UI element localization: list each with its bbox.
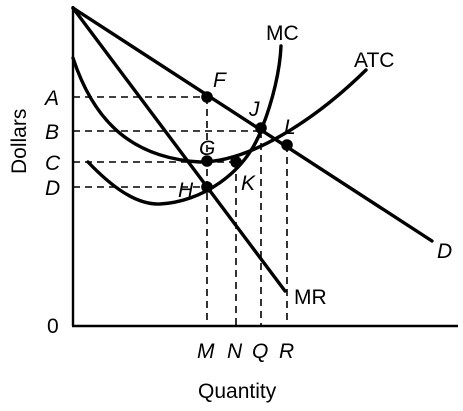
y-axis-title: Dollars — [8, 109, 31, 174]
point-f — [201, 91, 213, 103]
label-origin: 0 — [47, 315, 59, 338]
label-qty-q: Q — [252, 340, 268, 363]
label-price-d: D — [45, 177, 60, 200]
label-demand-curve: D — [437, 240, 452, 263]
label-point-j: J — [248, 98, 260, 121]
demand-curve — [71, 6, 434, 243]
label-atc-curve: ATC — [354, 49, 394, 72]
point-k — [230, 156, 242, 168]
label-price-b: B — [45, 121, 59, 144]
label-point-h: H — [178, 179, 194, 202]
point-h — [201, 181, 213, 193]
mr-curve — [71, 6, 287, 293]
atc-curve — [71, 56, 368, 164]
mc-curve — [86, 44, 283, 206]
point-l — [281, 139, 293, 151]
label-price-c: C — [45, 152, 61, 175]
label-qty-n: N — [227, 340, 243, 363]
label-point-l: L — [284, 116, 296, 139]
label-price-a: A — [43, 87, 59, 110]
label-mc-curve: MC — [266, 22, 299, 45]
x-axis-title: Quantity — [198, 380, 277, 403]
label-point-k: K — [241, 172, 256, 195]
label-qty-m: M — [197, 340, 215, 363]
label-point-f: F — [213, 69, 227, 92]
point-j — [255, 122, 267, 134]
label-point-g: G — [199, 137, 215, 160]
point-g — [201, 155, 213, 167]
label-mr-curve: MR — [294, 286, 327, 309]
label-qty-r: R — [279, 340, 294, 363]
